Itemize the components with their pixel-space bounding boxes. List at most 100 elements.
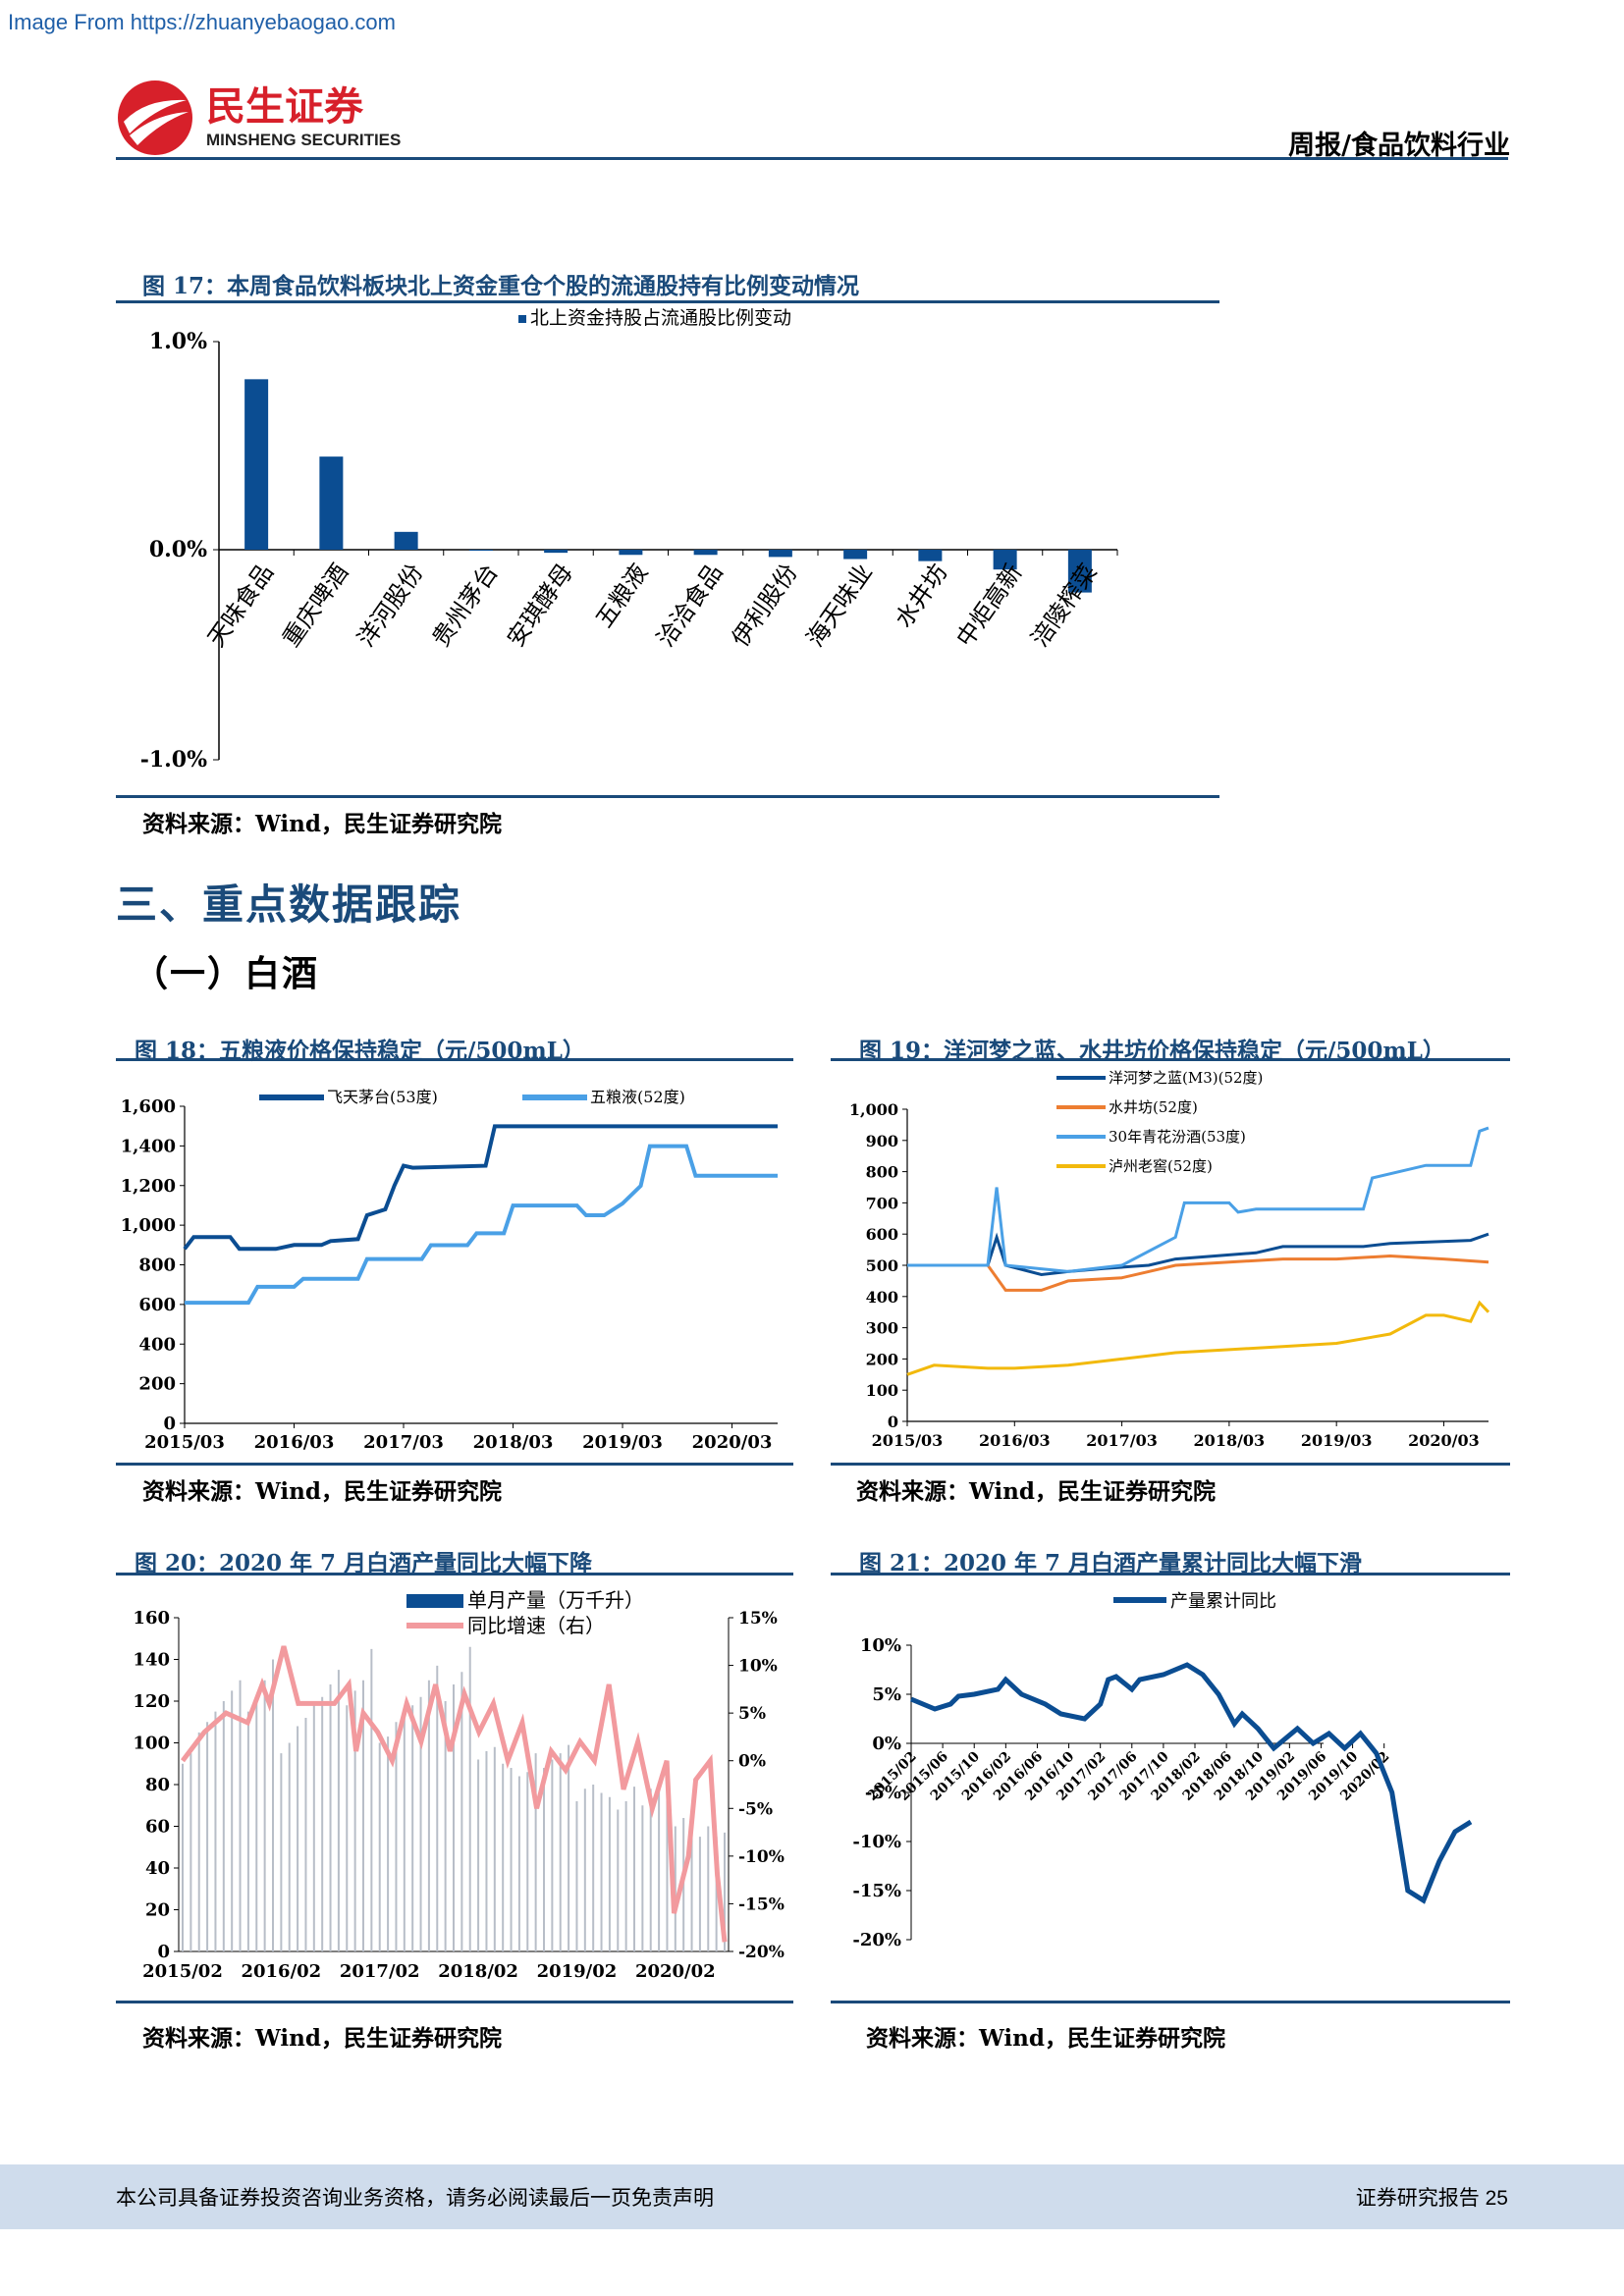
legend-label: 北上资金持股占流通股比例变动 (530, 307, 791, 329)
bar (297, 1726, 299, 1951)
x-tick-label: 2020/02 (635, 1961, 716, 1982)
bar (666, 1776, 669, 1951)
bar (477, 1759, 480, 1951)
logo-cn-text: 民生证券 (206, 83, 364, 130)
x-tick-label: 2020/03 (692, 1432, 773, 1453)
bar (468, 550, 493, 551)
y-tick-label: 900 (866, 1132, 898, 1150)
bar (460, 1672, 463, 1951)
bar (319, 456, 344, 550)
bar (619, 550, 643, 556)
y2-tick-label: 5% (738, 1704, 766, 1724)
bar (312, 1701, 315, 1951)
y-tick-label: 1,200 (121, 1176, 176, 1197)
fig17-source: 资料来源：Wind，民生证券研究院 (142, 811, 502, 837)
bar (592, 1785, 595, 1951)
bar (304, 1718, 307, 1951)
y-tick-label: 60 (145, 1817, 170, 1838)
bar (189, 1753, 192, 1951)
x-tick-label: 2019/03 (1301, 1431, 1373, 1450)
legend-swatch (406, 1594, 463, 1608)
y-tick-label: -1.0% (140, 747, 207, 773)
fig19-top-rule (831, 1058, 1510, 1061)
y2-tick-label: -10% (738, 1847, 785, 1867)
category-label: 重庆啤酒 (277, 559, 353, 652)
category-label: 洽洽食品 (652, 559, 729, 652)
fig17-top-rule (116, 300, 1219, 303)
bar (362, 1680, 364, 1951)
bar (370, 1648, 373, 1951)
legend-label: 水井坊(52度) (1109, 1098, 1198, 1116)
bar (493, 1746, 496, 1951)
y-tick-label: -20% (852, 1930, 901, 1950)
fig21-top-rule (831, 1573, 1510, 1575)
category-label: 海天味业 (801, 559, 878, 652)
y-tick-label: 1,000 (121, 1215, 176, 1236)
bar (337, 1670, 340, 1951)
bar (768, 550, 792, 558)
bar (321, 1696, 324, 1951)
y-tick-label: 100 (866, 1381, 898, 1400)
y-tick-label: 500 (866, 1256, 898, 1275)
bar (534, 1753, 537, 1951)
y-tick-label: 1,000 (849, 1100, 898, 1119)
y-tick-label: 1.0% (149, 329, 207, 354)
footer-bar (0, 2164, 1624, 2229)
bar (255, 1701, 258, 1951)
y2-tick-label: 10% (738, 1657, 778, 1677)
bar (427, 1680, 430, 1951)
report-type: 周报/食品饮料行业 (1288, 131, 1510, 161)
bar (707, 1826, 710, 1951)
series-line (906, 1300, 1490, 1376)
bar (394, 531, 418, 550)
category-label: 水井坊 (890, 559, 952, 632)
bar (244, 379, 269, 550)
y-tick-label: 200 (866, 1350, 898, 1368)
bar (395, 1722, 398, 1951)
fig17-title: 图 17：本周食品饮料板块北上资金重仓个股的流通股持有比例变动情况 (142, 273, 860, 299)
bar (197, 1732, 200, 1951)
bar (993, 550, 1017, 570)
bar (288, 1742, 291, 1951)
fig21-bottom-rule (831, 2001, 1510, 2003)
y-tick-label: 20 (145, 1900, 170, 1921)
legend-label: 泸州老窖(52度) (1109, 1157, 1213, 1175)
y-tick-label: 800 (866, 1163, 898, 1182)
x-tick-label: 2017/03 (1086, 1431, 1158, 1450)
x-tick-label: 2015/03 (872, 1431, 944, 1450)
y2-tick-label: 0% (738, 1752, 766, 1772)
y-tick-label: -5% (865, 1783, 901, 1803)
y-tick-label: 0 (888, 1413, 898, 1431)
fig21-chart: 10%5%0%-5%-10%-15%-20%2015/022015/062015… (852, 1591, 1473, 1950)
bar (843, 550, 868, 560)
bar (543, 1768, 545, 1951)
y2-tick-label: -5% (738, 1799, 773, 1819)
bar (214, 1711, 217, 1951)
footer-page-info: 证券研究报告 25 (1355, 2187, 1508, 2210)
y2-tick-label: -15% (738, 1895, 785, 1914)
bar (583, 1789, 586, 1951)
y-tick-label: 1,600 (121, 1096, 176, 1117)
bar (272, 1659, 274, 1951)
y-tick-label: -10% (852, 1832, 901, 1852)
series-line (907, 1254, 1489, 1292)
company-logo: 民生证券 MINSHENG SECURITIES (116, 79, 410, 157)
bar (378, 1742, 381, 1951)
fig20-chart: 0 20 40 60 80 100 120 140 160 15% 10% 5% 0% -5% -10% -1… (133, 1588, 785, 1982)
legend-swatch (518, 315, 526, 323)
logo-mark-icon: 民生证券 MINSHENG SECURITIES (118, 80, 401, 155)
bar (419, 1696, 422, 1951)
category-label: 天味食品 (202, 559, 279, 652)
x-tick-label: 2017/03 (363, 1432, 444, 1453)
x-tick-label: 2016/02 (241, 1961, 321, 1982)
bar (658, 1785, 661, 1951)
x-tick-label: 2019/03 (582, 1432, 663, 1453)
bar (600, 1792, 603, 1951)
fig19-chart: 0 100 200 300 400 500 600 700 800 900 1,000 2015/03… (849, 1069, 1490, 1450)
legend-label: 产量累计同比 (1170, 1591, 1276, 1612)
bar (502, 1763, 505, 1951)
bar (1067, 550, 1092, 593)
bar (641, 1805, 644, 1951)
bar (280, 1753, 283, 1951)
bar (436, 1665, 439, 1951)
